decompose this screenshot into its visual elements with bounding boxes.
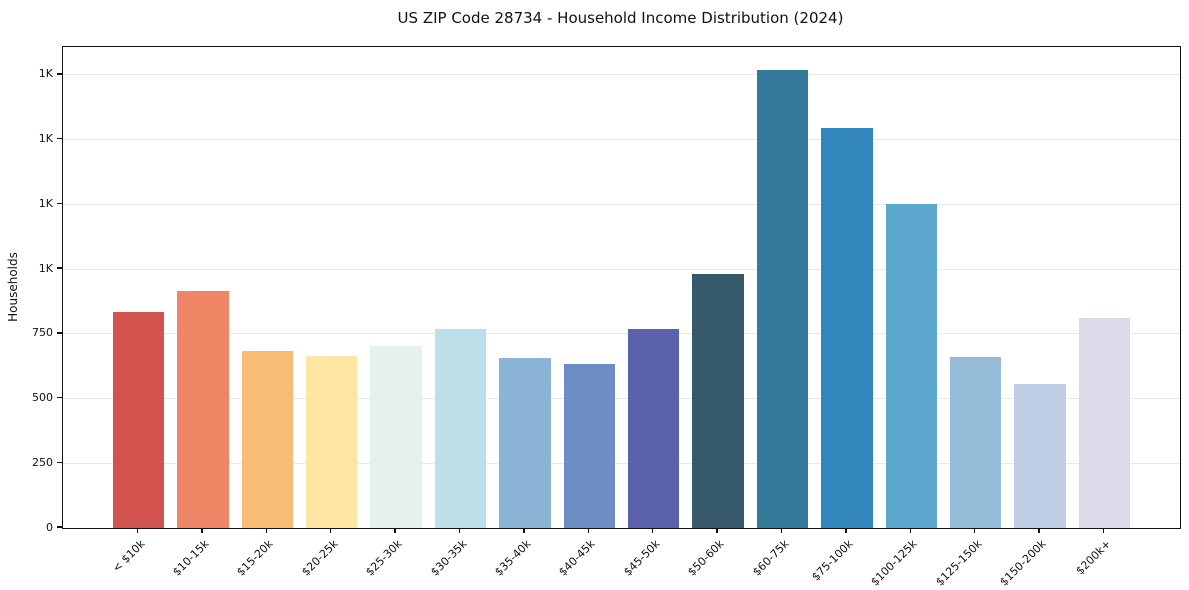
bar-25-30k: [370, 345, 422, 528]
x-tick-mark: [909, 528, 911, 534]
x-tick-mark: [974, 528, 976, 534]
bar-50-60k: [692, 274, 744, 528]
bar-75-100k: [821, 128, 873, 528]
y-tick-mark: [57, 461, 62, 463]
y-tick-label: 1K: [38, 196, 53, 210]
x-tick-label: $30-35k: [427, 537, 469, 579]
y-tick-label: 0: [46, 520, 53, 534]
y-tick-mark: [57, 202, 62, 205]
gridline-1K: [63, 268, 1180, 270]
x-tick-label: $200k+: [1072, 537, 1113, 578]
bar-10k: [112, 311, 165, 528]
bar-45-50k: [627, 328, 680, 528]
bar-10-15k: [177, 291, 229, 528]
x-tick-mark: [1038, 528, 1040, 534]
x-tick-mark: [136, 528, 139, 534]
x-tick-mark: [587, 528, 589, 534]
bar-15-20k: [241, 350, 294, 528]
gridline-1K: [63, 139, 1180, 141]
y-tick-label: 500: [32, 391, 53, 405]
bar-150-200k: [1014, 384, 1066, 528]
y-tick-label: 1K: [38, 67, 53, 81]
y-tick-label: 250: [32, 455, 53, 469]
x-tick-label: $125-150k: [933, 537, 985, 589]
x-tick-label: < $10k: [109, 537, 147, 575]
gridline-1K: [63, 74, 1180, 76]
x-tick-label: $25-30k: [363, 537, 405, 579]
y-tick-mark: [57, 526, 62, 528]
gridline-1K: [63, 203, 1180, 205]
x-tick-mark: [458, 528, 461, 534]
bar-100-125k: [885, 204, 938, 528]
x-tick-mark: [201, 528, 203, 534]
x-tick-label: $75-100k: [809, 537, 856, 584]
y-tick-mark: [57, 73, 62, 75]
x-tick-label: $10-15k: [170, 537, 212, 579]
bar-125-150k: [949, 357, 1002, 528]
y-tick-mark: [57, 267, 62, 269]
chart-title: US ZIP Code 28734 - Household Income Dis…: [397, 9, 844, 27]
y-tick-label: 750: [32, 326, 53, 340]
x-tick-mark: [845, 528, 847, 534]
y-tick-label: 1K: [38, 132, 53, 146]
x-tick-label: $100-125k: [868, 537, 920, 589]
x-tick-label: $60-75k: [749, 537, 791, 579]
bar-30-35k: [434, 328, 487, 528]
x-tick-label: $35-40k: [492, 537, 534, 579]
x-tick-mark: [265, 528, 267, 534]
bar-200k: [1078, 318, 1131, 528]
bar-60-75k: [756, 69, 809, 528]
plot-area: [62, 46, 1181, 529]
gridline-500: [63, 398, 1180, 400]
x-tick-label: $50-60k: [685, 537, 727, 579]
x-tick-label: $20-25k: [298, 537, 341, 579]
x-tick-mark: [330, 528, 332, 534]
gridline-250: [63, 462, 1180, 464]
x-tick-label: $40-45k: [556, 537, 598, 579]
bar-35-40k: [499, 358, 551, 528]
x-tick-mark: [652, 528, 654, 534]
x-tick-mark: [394, 528, 396, 534]
x-tick-label: $15-20k: [234, 537, 276, 579]
y-tick-mark: [57, 137, 62, 140]
x-tick-mark: [1102, 528, 1105, 534]
x-tick-mark: [780, 528, 783, 534]
x-tick-label: $45-50k: [620, 537, 663, 579]
y-tick-label: 1K: [38, 261, 53, 275]
gridline-750: [63, 333, 1180, 335]
bar-20-25k: [305, 355, 358, 528]
y-tick-mark: [57, 332, 62, 334]
x-tick-mark: [523, 528, 525, 534]
x-tick-label: $150-200k: [997, 537, 1049, 589]
x-tick-mark: [716, 528, 718, 534]
bar-40-45k: [563, 363, 616, 528]
y-tick-mark: [57, 396, 62, 399]
